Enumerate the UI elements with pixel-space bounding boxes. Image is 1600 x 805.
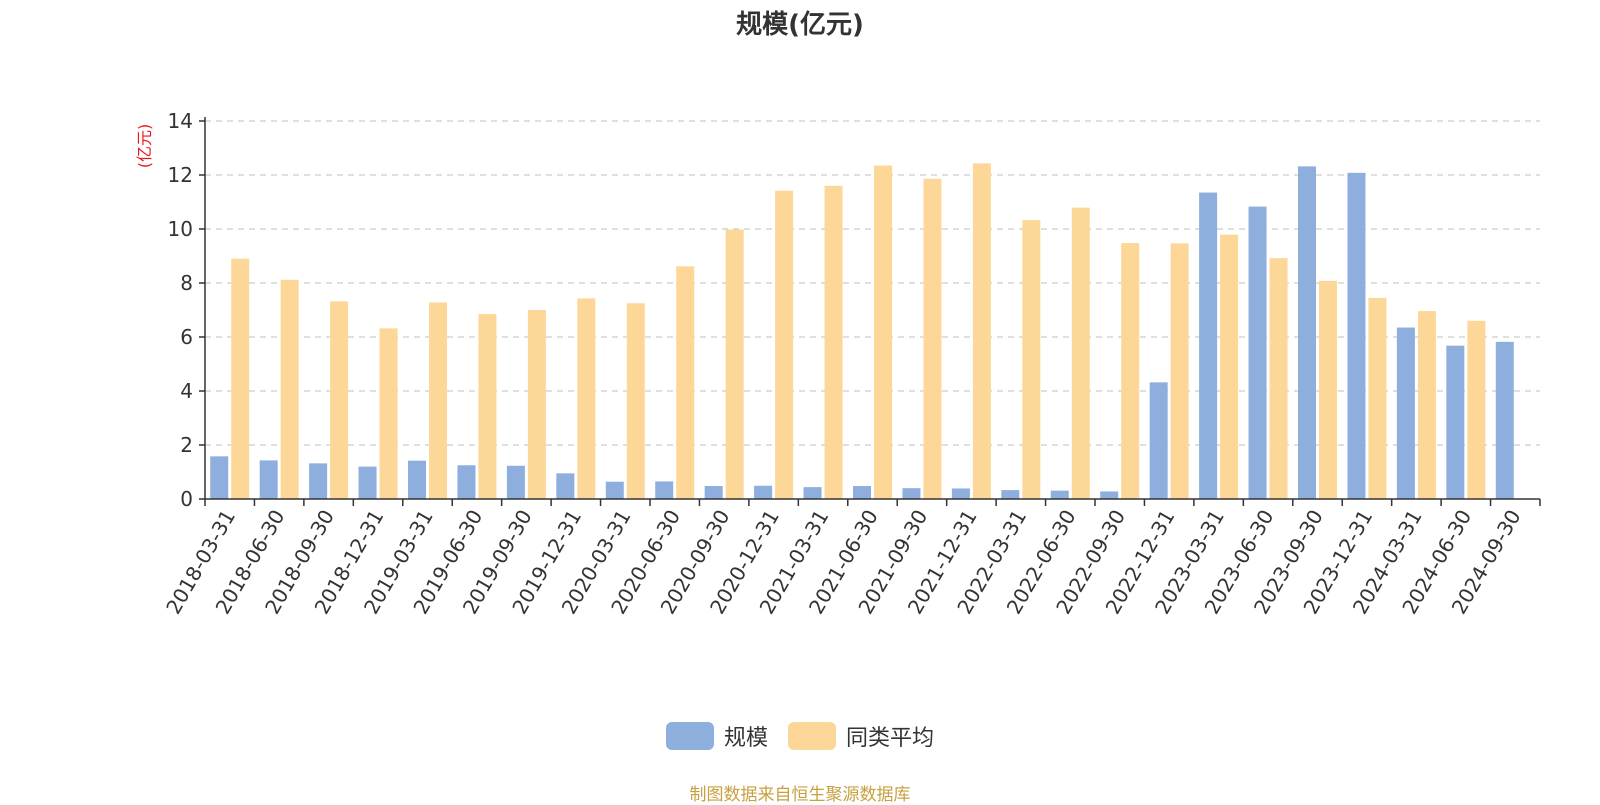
bar-peer-average	[429, 302, 447, 499]
y-tick-label: 4	[180, 379, 193, 403]
bar-peer-average	[1319, 280, 1337, 499]
bar-scale	[1100, 491, 1119, 499]
bar-peer-average	[231, 258, 250, 499]
y-tick-label: 10	[168, 217, 193, 241]
bar-peer-average	[1121, 243, 1140, 499]
bar-scale	[1298, 166, 1316, 500]
y-tick-label: 12	[168, 163, 193, 187]
bar-peer-average	[676, 266, 695, 499]
bar-scale	[358, 466, 377, 499]
bar-scale	[457, 465, 476, 499]
bar-scale	[408, 460, 426, 499]
bar-peer-average	[379, 328, 398, 499]
source-note: 制图数据来自恒生聚源数据库	[689, 785, 911, 805]
bar-peer-average	[824, 185, 843, 500]
y-tick-label: 6	[180, 325, 193, 349]
y-axis-label: (亿元)	[135, 124, 154, 169]
bar-peer-average	[874, 165, 892, 500]
bar-scale	[1495, 341, 1514, 499]
bar-scale	[1199, 192, 1218, 500]
bar-peer-average	[1269, 258, 1288, 499]
bar-scale	[1149, 382, 1168, 499]
bar-peer-average	[330, 301, 349, 499]
bar-peer-average	[280, 279, 299, 499]
bar-scale	[259, 460, 278, 499]
bar-peer-average	[1071, 207, 1090, 500]
legend-label-scale: 规模	[723, 726, 768, 751]
bar-scale	[951, 488, 970, 499]
bar-scale	[556, 473, 575, 499]
bar-scale	[605, 481, 624, 499]
bar-peer-average	[1022, 220, 1041, 499]
bar-scale	[803, 487, 822, 499]
bar-scale	[1050, 490, 1069, 499]
bar-peer-average	[577, 298, 596, 499]
bar-peer-average	[1368, 297, 1387, 499]
bar-peer-average	[478, 314, 497, 499]
y-tick-label: 14	[168, 109, 193, 133]
chart-title: 规模(亿元)	[736, 10, 864, 40]
bar-peer-average	[775, 190, 794, 499]
y-tick-label: 8	[180, 271, 193, 295]
bar-scale	[1347, 172, 1366, 499]
bar-peer-average	[1467, 320, 1486, 499]
y-tick-label: 0	[180, 487, 193, 511]
bar-scale	[309, 463, 328, 499]
bar-scale	[210, 456, 229, 499]
bar-scale	[754, 485, 773, 499]
bar-scale	[1446, 345, 1465, 499]
legend-label-peer-average: 同类平均	[846, 726, 935, 751]
bar-peer-average	[1417, 311, 1436, 499]
bar-scale	[853, 486, 871, 499]
bar-scale	[655, 481, 674, 499]
bar-scale	[902, 488, 921, 499]
bar-scale	[1248, 206, 1267, 499]
legend: 规模 同类平均	[0, 720, 1600, 752]
bar-scale	[1396, 327, 1415, 499]
bar-peer-average	[626, 303, 645, 499]
legend-swatch-scale	[665, 722, 714, 750]
y-tick-label: 2	[180, 433, 193, 457]
bar-peer-average	[527, 310, 546, 499]
bar-peer-average	[923, 178, 942, 499]
bar-peer-average	[1170, 243, 1189, 499]
bar-peer-average	[972, 163, 991, 499]
legend-item-scale[interactable]: 规模	[665, 720, 768, 752]
bar-scale	[704, 486, 723, 499]
legend-item-peer-average[interactable]: 同类平均	[788, 720, 934, 752]
legend-swatch-peer-average	[788, 722, 836, 750]
bar-peer-average	[1220, 234, 1239, 500]
bar-peer-average	[725, 229, 744, 500]
bar-scale	[506, 465, 525, 499]
bar-scale	[1001, 490, 1020, 499]
